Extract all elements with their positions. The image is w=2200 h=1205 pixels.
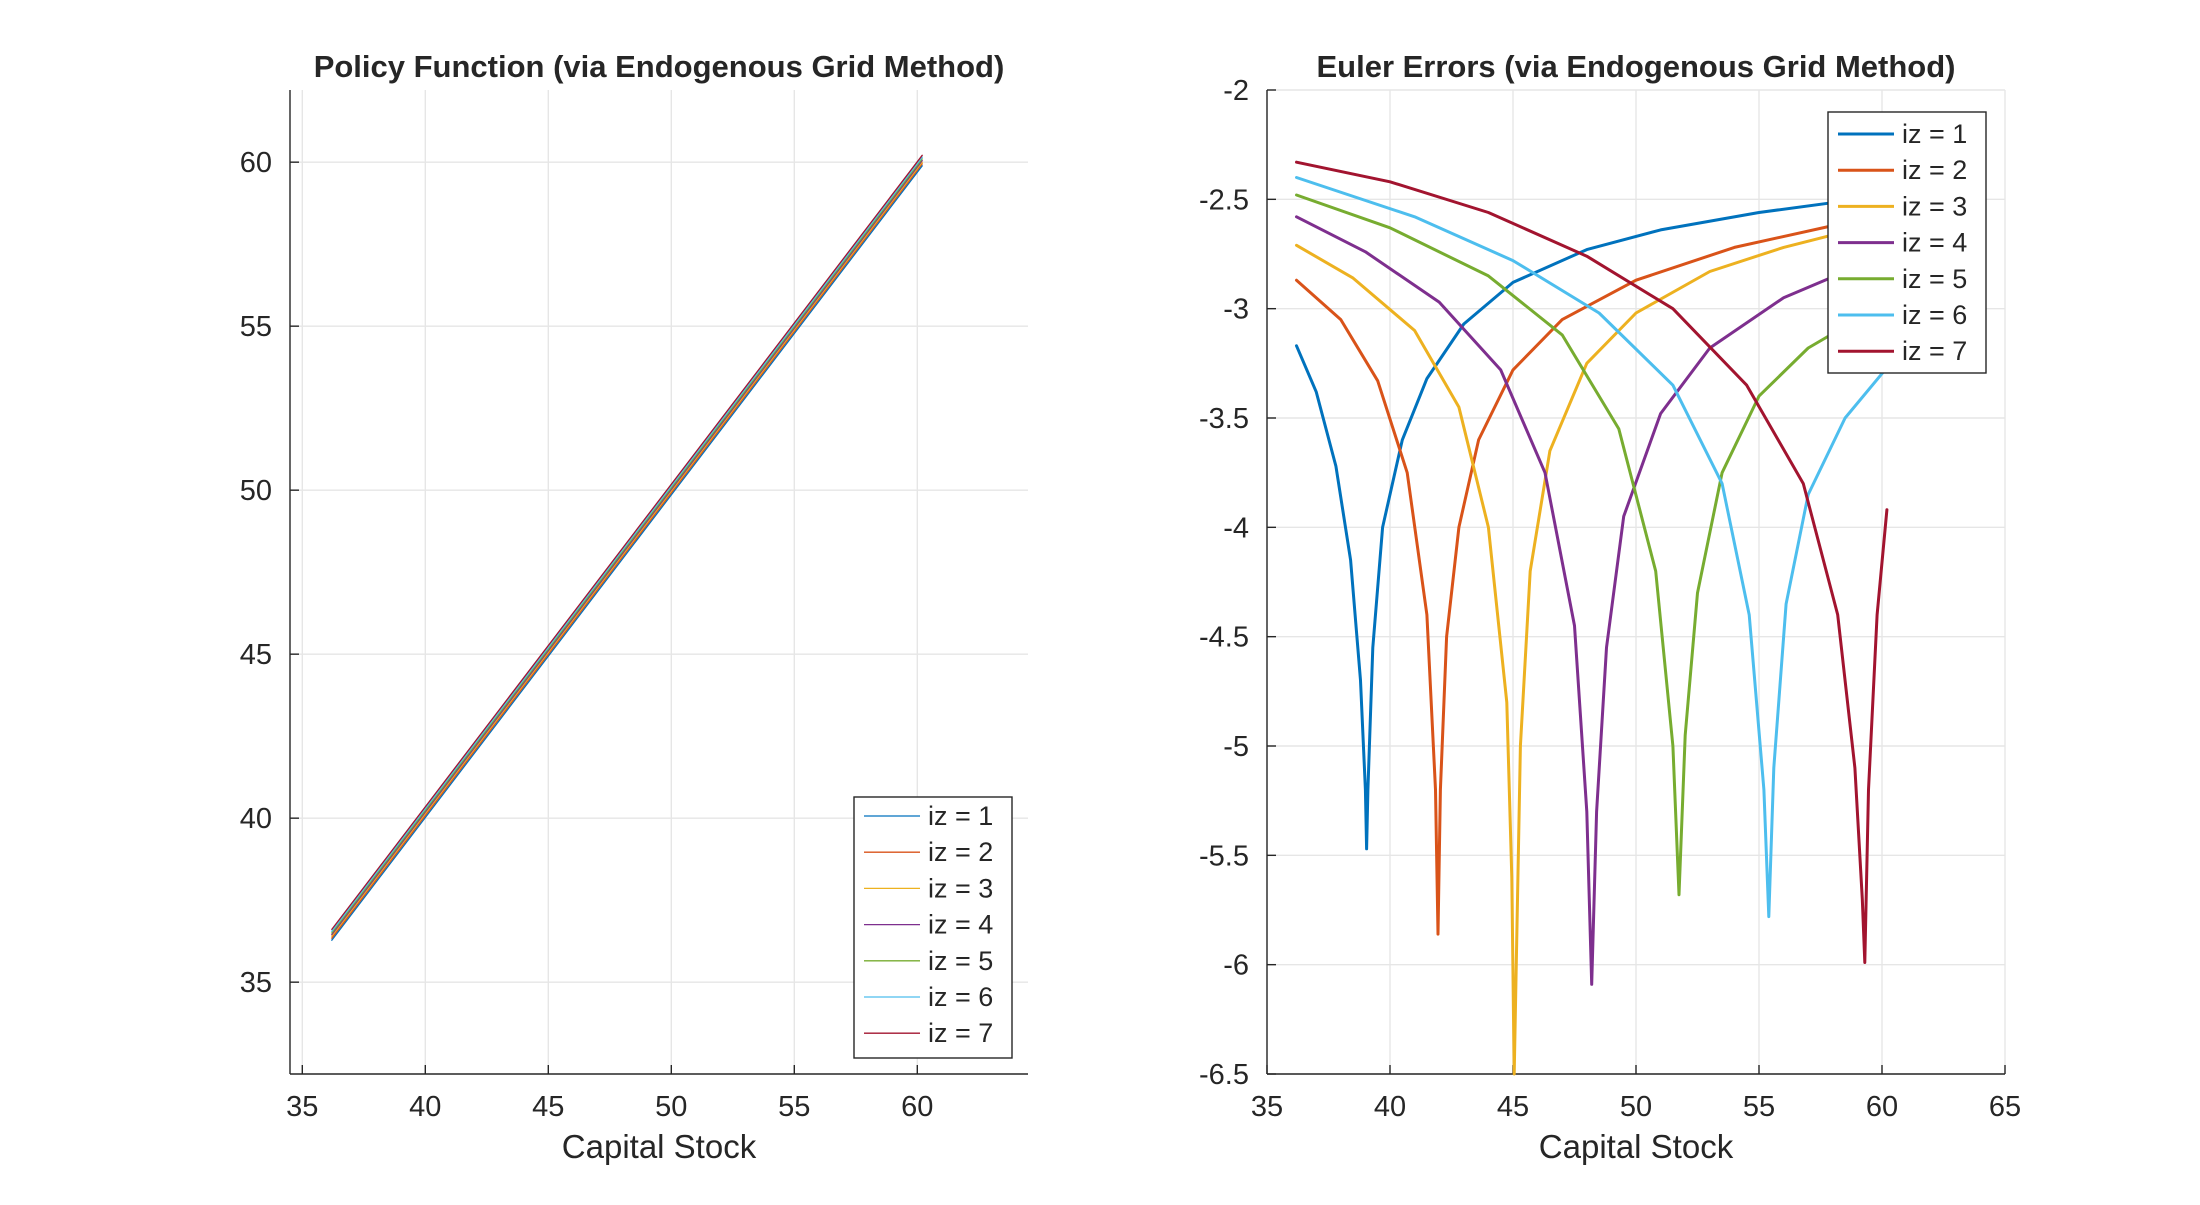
x-axis-label: Capital Stock (562, 1128, 757, 1165)
x-tick-label: 40 (409, 1091, 441, 1123)
y-tick-label: -2 (1223, 75, 1249, 107)
legend: iz = 1 iz = 2 iz = 3 iz = 4 iz = 5 iz = 6 iz =… (853, 796, 1013, 1059)
y-tick-label: -6.5 (1199, 1059, 1249, 1091)
series-line-iz-3 (1295, 219, 1889, 1076)
x-tick-label: 35 (286, 1091, 318, 1123)
legend-label: iz = 5 (1902, 264, 1967, 294)
series-line-iz-2 (1295, 215, 1889, 936)
y-tick-label: -3.5 (1199, 403, 1249, 435)
series-line-iz-7 (331, 154, 923, 931)
series-line-iz-2 (331, 163, 923, 939)
legend-box (853, 796, 1013, 1059)
series-line-iz-4 (1295, 215, 1889, 986)
legend-label: iz = 2 (1902, 155, 1967, 185)
series-line-iz-1 (331, 165, 923, 941)
legend-label: iz = 6 (928, 982, 993, 1012)
y-tick-label: -2.5 (1199, 184, 1249, 216)
y-tick-label: 35 (240, 967, 272, 999)
series-line-iz-5 (331, 158, 923, 934)
chart-euler-errors: 35 40 45 50 55 60 65 -2 -2.5 -3 -3.5 -4 -4.5 -5 -5.5 -6… (1199, 49, 2021, 1165)
legend-label: iz = 2 (928, 837, 993, 867)
x-tick-label: 50 (1620, 1091, 1652, 1123)
x-tick-label: 35 (1251, 1091, 1283, 1123)
chart-policy-function: 35 40 45 50 55 60 35 40 45 50 55 60 Policy Function … (240, 49, 1028, 1165)
y-tick-label: 55 (240, 311, 272, 343)
y-tick-label: -5 (1223, 731, 1249, 763)
y-tick-label: 45 (240, 639, 272, 671)
series-line-iz-4 (331, 159, 923, 936)
series-line-iz-1 (1295, 193, 1889, 851)
legend-label: iz = 4 (1902, 228, 1967, 258)
series-line-iz-5 (1295, 193, 1889, 897)
chart-title: Euler Errors (via Endogenous Grid Method… (1316, 49, 1955, 84)
x-tick-label: 50 (655, 1091, 687, 1123)
y-tick-label: -3 (1223, 294, 1249, 326)
x-tick-label: 40 (1374, 1091, 1406, 1123)
y-tick-label: -5.5 (1199, 840, 1249, 872)
legend-label: iz = 7 (928, 1018, 993, 1048)
x-tick-label: 55 (778, 1091, 810, 1123)
x-axis-label: Capital Stock (1539, 1128, 1734, 1165)
x-tick-label: 45 (532, 1091, 564, 1123)
y-tick-label: -4.5 (1199, 622, 1249, 654)
legend-label: iz = 6 (1902, 300, 1967, 330)
legend: iz = 1 iz = 2 iz = 3 iz = 4 iz = 5 iz = 6 iz =… (1827, 111, 1987, 374)
legend-label: iz = 1 (1902, 119, 1967, 149)
legend-label: iz = 1 (928, 801, 993, 831)
legend-label: iz = 7 (1902, 336, 1967, 366)
y-tick-label: -4 (1223, 512, 1249, 544)
y-tick-label: 60 (240, 147, 272, 179)
legend-label: iz = 3 (1902, 191, 1967, 221)
x-tick-label: 45 (1497, 1091, 1529, 1123)
chart-title: Policy Function (via Endogenous Grid Met… (314, 49, 1005, 84)
x-tick-label: 55 (1743, 1091, 1775, 1123)
series-line-iz-6 (331, 156, 923, 932)
x-tick-label: 65 (1989, 1091, 2021, 1123)
y-tick-label: -6 (1223, 950, 1249, 982)
series-line-iz-7 (1295, 160, 1889, 964)
series-line-iz-3 (331, 161, 923, 937)
y-tick-label: 40 (240, 803, 272, 835)
y-tick-label: 50 (240, 475, 272, 507)
legend-label: iz = 4 (928, 910, 993, 940)
legend-label: iz = 3 (928, 873, 993, 903)
x-tick-label: 60 (901, 1091, 933, 1123)
series-line-iz-6 (1295, 176, 1889, 919)
x-tick-label: 60 (1866, 1091, 1898, 1123)
legend-label: iz = 5 (928, 946, 993, 976)
